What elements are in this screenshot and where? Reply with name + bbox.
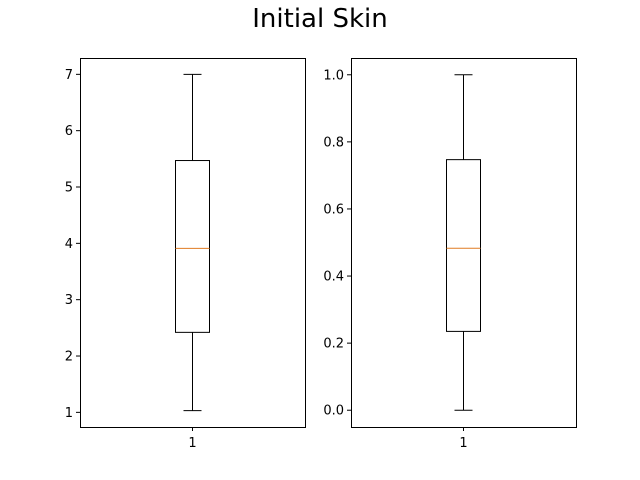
x-tick-label: 1 bbox=[459, 436, 467, 451]
y-tick-label: 0.2 bbox=[323, 337, 344, 352]
y-tick-label: 5 bbox=[65, 181, 73, 196]
y-tick-label: 0.4 bbox=[323, 270, 344, 285]
y-tick-label: 6 bbox=[65, 124, 73, 139]
axes-panel-2: 0.0 0.2 0.4 0.6 0.8 1.0 1 bbox=[323, 58, 577, 451]
y-tick-label: 0.6 bbox=[323, 202, 344, 217]
y-tick-label: 2 bbox=[65, 350, 73, 365]
y-tick-label: 3 bbox=[65, 293, 73, 308]
figure-title: Initial Skin bbox=[252, 4, 388, 34]
y-tick-label: 1.0 bbox=[323, 68, 344, 83]
axes-panel-1: 1 2 3 4 5 6 7 1 bbox=[65, 58, 306, 451]
x-tick-label: 1 bbox=[188, 436, 196, 451]
box-body bbox=[446, 159, 481, 332]
y-tick-label: 0.0 bbox=[323, 404, 344, 419]
y-tick-label: 7 bbox=[65, 68, 73, 83]
y-tick-label: 4 bbox=[65, 237, 73, 252]
box-body bbox=[175, 160, 210, 333]
y-tick-label: 1 bbox=[65, 406, 73, 421]
y-tick-label: 0.8 bbox=[323, 135, 344, 150]
